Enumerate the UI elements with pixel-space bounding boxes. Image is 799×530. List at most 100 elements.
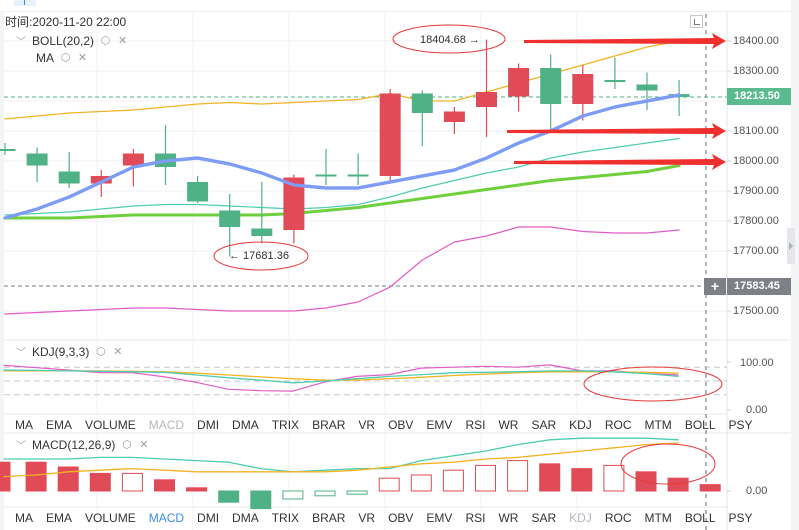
indicator-tab-trix[interactable]: TRIX (271, 511, 300, 525)
indicator-tab-ma[interactable]: MA (15, 418, 33, 432)
ma-fast-line (4, 137, 680, 216)
candle-body (347, 174, 369, 177)
macd-indicator-legend: ﹀ MACD(12,26,9) ⬡ ✕ (16, 437, 149, 452)
macd-dea-line (3, 442, 679, 478)
macd-y-tick: 0.00 (746, 485, 768, 497)
chevron-down-icon[interactable]: ﹀ (16, 37, 26, 48)
indicator-tab-macd[interactable]: MACD (148, 418, 185, 432)
indicator-tab-dma[interactable]: DMA (232, 511, 259, 525)
indicator-tab-brar[interactable]: BRAR (312, 418, 346, 432)
macd-histogram-bar (507, 460, 529, 492)
indicator-tab-dmi[interactable]: DMI (197, 511, 220, 525)
indicator-tab-mtm[interactable]: MTM (644, 511, 672, 525)
indicator-tab-macd[interactable]: MACD (148, 511, 185, 525)
y-tick: 18100.00 (733, 125, 779, 137)
macd-histogram-bar (250, 490, 272, 510)
y-tick: 17900.00 (733, 185, 779, 197)
indicator-tab-mtm[interactable]: MTM (644, 418, 672, 432)
candle-body (379, 93, 401, 176)
macd-histogram-bar (699, 484, 721, 492)
indicator-tab-emv[interactable]: EMV (426, 418, 453, 432)
indicator-tab-obv[interactable]: OBV (388, 418, 414, 432)
candle-body (0, 149, 16, 151)
kdj-annotation-ellipse (583, 366, 723, 402)
arrow-to-18100 (507, 123, 726, 139)
indicator-tab-ema[interactable]: EMA (46, 418, 73, 432)
high-annotation: 18404.68 → (420, 34, 480, 46)
fullscreen-icon[interactable] (690, 15, 703, 28)
indicator-tab-bar-macd: MA EMA VOLUME MACD DMI DMA TRIX BRAR VR OBV EMV RSI… (4, 508, 753, 528)
indicator-tab-wr[interactable]: WR (498, 418, 519, 432)
indicator-tab-ma[interactable]: MA (15, 511, 33, 525)
gear-icon[interactable]: ⬡ (100, 35, 111, 48)
indicator-tab-obv[interactable]: OBV (388, 511, 414, 525)
kdj-label: KDJ(9,3,3) (32, 345, 90, 359)
macd-histogram-bar (410, 474, 432, 492)
indicator-tab-psy[interactable]: PSY (728, 418, 753, 432)
boll-lower-line (4, 226, 680, 315)
candle-body (283, 177, 305, 230)
gear-icon[interactable]: ⬡ (60, 52, 71, 65)
candle-body (251, 228, 273, 236)
last-price-tag: 18213.50 (727, 88, 791, 105)
y-tick: 17700.00 (733, 245, 779, 257)
indicator-tab-vr[interactable]: VR (358, 418, 376, 432)
y-tick: 18300.00 (733, 65, 779, 77)
indicator-tab-sar[interactable]: SAR (531, 511, 557, 525)
macd-histogram-bar (25, 461, 47, 492)
indicator-tab-dma[interactable]: DMA (232, 418, 259, 432)
close-icon[interactable]: ✕ (117, 35, 128, 48)
indicator-tab-vr[interactable]: VR (358, 511, 376, 525)
candle-body (604, 80, 626, 82)
macd-dif-line (3, 437, 679, 473)
candle-body (90, 176, 112, 184)
crosshair-add-button[interactable]: + (704, 278, 726, 295)
indicator-tab-kdj[interactable]: KDJ (569, 418, 592, 432)
panel-collapse-handle[interactable] (787, 228, 795, 264)
y-tick: 17800.00 (733, 215, 779, 227)
indicator-tab-roc[interactable]: ROC (604, 511, 632, 525)
macd-histogram-bar (314, 490, 336, 497)
boll-indicator-legend: ﹀ BOLL(20,2) ⬡ ✕ (16, 33, 128, 48)
close-icon[interactable]: ✕ (139, 439, 149, 452)
high-annotation-ellipse (392, 24, 506, 54)
arrow-to-18000 (514, 154, 726, 170)
top-menu-strip (0, 0, 799, 12)
close-icon[interactable]: ✕ (113, 346, 123, 359)
chevron-down-icon[interactable]: ﹀ (16, 441, 26, 452)
indicator-tab-boll[interactable]: BOLL (684, 511, 716, 525)
indicator-tab-rsi[interactable]: RSI (465, 511, 486, 525)
candle-body (572, 74, 594, 104)
chevron-down-icon[interactable]: ﹀ (16, 348, 26, 359)
indicator-tab-sar[interactable]: SAR (531, 418, 557, 432)
candle-body (26, 153, 48, 166)
indicator-tab-emv[interactable]: EMV (426, 511, 453, 525)
macd-histogram-bar (57, 466, 79, 492)
indicator-tab-volume[interactable]: VOLUME (85, 511, 136, 525)
macd-histogram-bar (378, 477, 400, 492)
indicator-tab-roc[interactable]: ROC (604, 418, 632, 432)
candle-body (219, 210, 241, 227)
macd-histogram-bar (121, 472, 143, 492)
y-tick: 18000.00 (733, 155, 779, 167)
candle-body (58, 171, 80, 184)
indicator-tab-trix[interactable]: TRIX (271, 418, 300, 432)
gear-icon[interactable]: ⬡ (122, 439, 132, 452)
indicator-tab-dmi[interactable]: DMI (197, 418, 220, 432)
gear-icon[interactable]: ⬡ (96, 346, 106, 359)
crosshair-price-tag: 17583.45 (727, 278, 791, 295)
indicator-tab-wr[interactable]: WR (498, 511, 519, 525)
macd-histogram-bar (539, 463, 561, 492)
indicator-tab-brar[interactable]: BRAR (312, 511, 346, 525)
kdj-k-line (3, 369, 679, 384)
indicator-tab-kdj[interactable]: KDJ (569, 511, 592, 525)
indicator-tab-ema[interactable]: EMA (46, 511, 73, 525)
indicator-tab-psy[interactable]: PSY (728, 511, 753, 525)
indicator-tab-volume[interactable]: VOLUME (85, 418, 136, 432)
close-icon[interactable]: ✕ (77, 52, 88, 65)
indicator-tab-rsi[interactable]: RSI (465, 418, 486, 432)
macd-histogram-bar (603, 464, 625, 492)
indicator-tab-boll[interactable]: BOLL (684, 418, 716, 432)
active-tab-marker[interactable] (14, 0, 36, 6)
